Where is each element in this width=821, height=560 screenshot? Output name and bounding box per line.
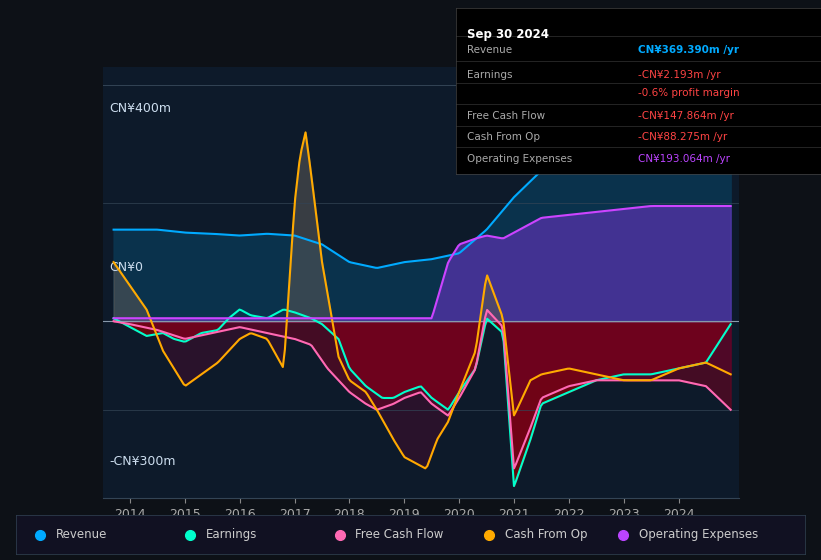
- Text: CN¥193.064m /yr: CN¥193.064m /yr: [639, 154, 731, 164]
- Text: Sep 30 2024: Sep 30 2024: [466, 28, 548, 41]
- Text: CN¥369.390m /yr: CN¥369.390m /yr: [639, 45, 740, 55]
- Text: -CN¥147.864m /yr: -CN¥147.864m /yr: [639, 111, 734, 121]
- Text: Operating Expenses: Operating Expenses: [466, 154, 572, 164]
- Text: -CN¥300m: -CN¥300m: [109, 455, 176, 468]
- Text: Earnings: Earnings: [466, 69, 512, 80]
- Text: Free Cash Flow: Free Cash Flow: [466, 111, 545, 121]
- Text: Operating Expenses: Operating Expenses: [639, 528, 759, 542]
- Text: CN¥0: CN¥0: [109, 261, 143, 274]
- Text: Free Cash Flow: Free Cash Flow: [355, 528, 443, 542]
- Text: Revenue: Revenue: [56, 528, 108, 542]
- Text: -0.6% profit margin: -0.6% profit margin: [639, 88, 740, 97]
- Text: CN¥400m: CN¥400m: [109, 102, 171, 115]
- Text: Revenue: Revenue: [466, 45, 511, 55]
- Text: -CN¥2.193m /yr: -CN¥2.193m /yr: [639, 69, 721, 80]
- Text: Cash From Op: Cash From Op: [505, 528, 588, 542]
- Text: Earnings: Earnings: [205, 528, 257, 542]
- Text: -CN¥88.275m /yr: -CN¥88.275m /yr: [639, 132, 727, 142]
- Text: Cash From Op: Cash From Op: [466, 132, 539, 142]
